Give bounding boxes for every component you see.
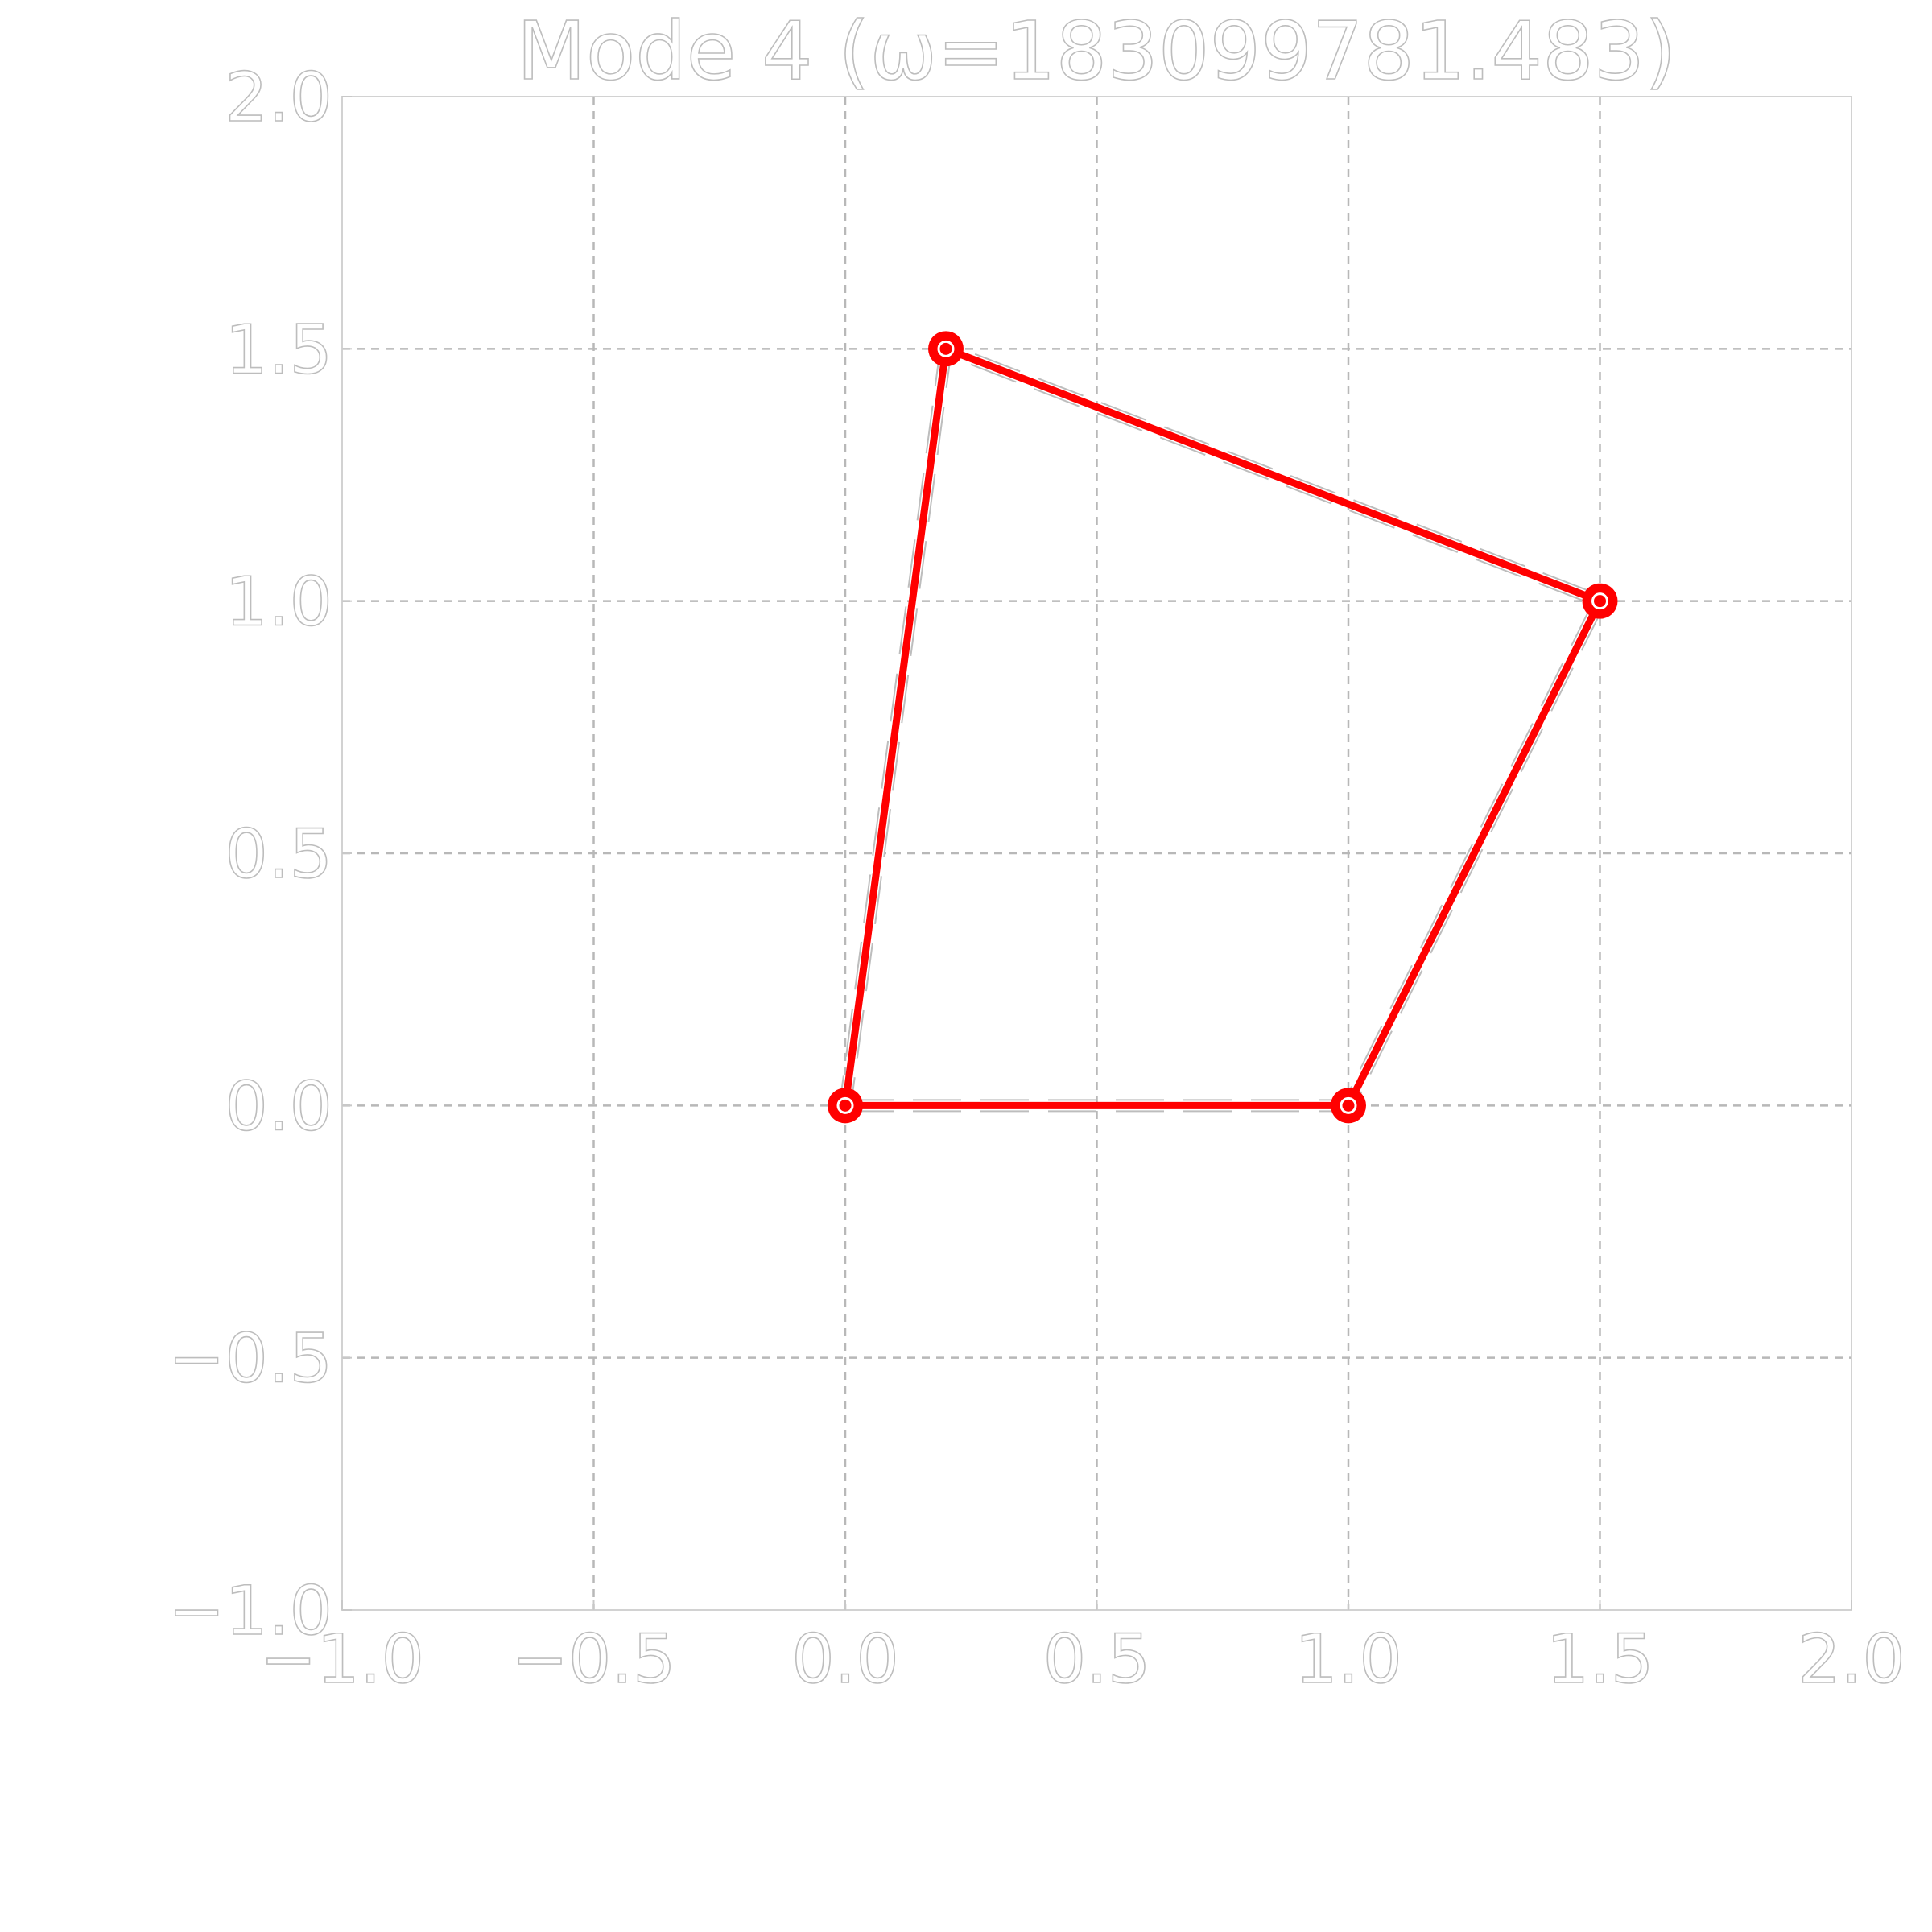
x-tick-label: 0.5 [1043,1620,1151,1699]
mode-shape-line [841,345,1604,1109]
chart-title: Mode 4 (ω=183099781.483) [517,4,1676,98]
node-marker [928,331,964,367]
node-marker-ring [937,340,955,357]
undeformed-shape-line [839,342,1607,1113]
undeformed-shape-line-inner [840,344,1605,1111]
tick-labels: −1.0 −0.5 0.0 0.5 1.0 1.5 2.0 −1.0 −0.5 0.0 0.5 1.0… [167,57,1905,1699]
y-tick-label: 2.0 [225,58,332,137]
x-tick-label: 1.5 [1546,1620,1654,1699]
y-tick-label: 0.5 [225,815,332,894]
node-marker [1582,583,1618,619]
y-tick-label: 1.5 [225,310,332,389]
node-markers [828,331,1618,1124]
node-marker [828,1088,863,1124]
x-tick-label: 2.0 [1798,1620,1905,1699]
y-tick-label: 1.0 [225,563,332,642]
x-tick-label: −0.5 [512,1620,676,1699]
axis-ticks [341,96,1852,1611]
x-tick-label: 1.0 [1294,1620,1402,1699]
grid-lines [342,97,1852,1610]
node-marker-ring [836,1096,854,1114]
node-marker [1331,1088,1366,1124]
y-tick-label: 0.0 [225,1067,332,1146]
y-tick-label: −1.0 [168,1571,332,1650]
series-lines [839,342,1607,1113]
y-tick-label: −0.5 [168,1319,332,1398]
node-marker-ring [1340,1096,1357,1114]
x-tick-label: −1.0 [260,1620,424,1699]
x-tick-label: 0.0 [791,1620,899,1699]
node-marker-ring [1591,592,1608,610]
